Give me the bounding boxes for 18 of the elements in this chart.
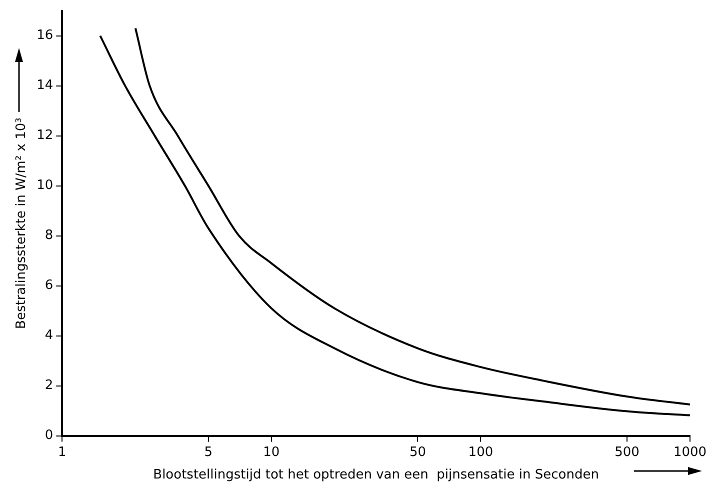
x-tick-label: 50 [409,444,426,460]
y-tick-label: 16 [36,28,54,44]
x-tick-label: 10 [263,444,280,460]
y-tick-label: 2 [44,378,54,394]
y-tick-label: 12 [36,128,54,144]
y-tick-label: 14 [36,78,54,94]
x-tick-label: 1 [58,444,66,460]
y-tick-label: 4 [44,328,54,344]
x-tick-label: 5 [204,444,213,460]
x-tick-label: 100 [468,444,494,460]
y-tick-label: 0 [44,428,54,444]
y-tick-label: 8 [44,228,54,244]
y-tick-label: 10 [36,178,54,194]
y-axis-title: Bestralingssterkte in W/m² x 10³ [14,118,30,329]
x-tick-label: 500 [614,444,640,460]
x-tick-label: 1000 [673,444,707,460]
x-axis-title: Blootstellingstijd tot het optreden van een pijnsensatie in Seconden [153,468,599,483]
y-tick-label: 6 [44,278,54,294]
